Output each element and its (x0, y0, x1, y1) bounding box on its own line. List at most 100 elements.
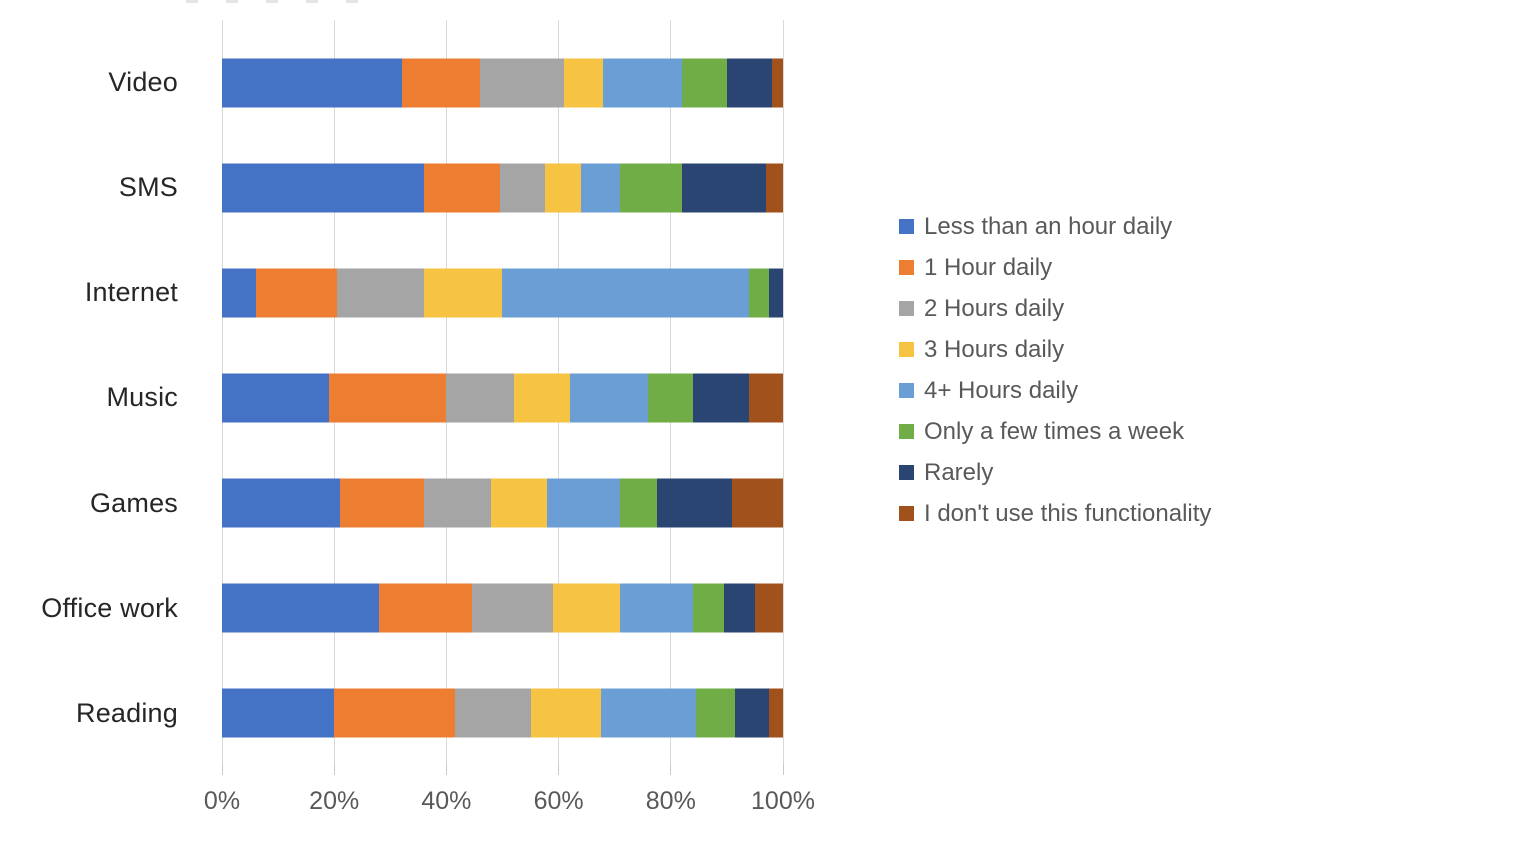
bar-row-reading (222, 661, 783, 766)
legend-label: Only a few times a week (924, 417, 1185, 445)
legend-item: 4+ Hours daily (899, 370, 1211, 411)
bar-segment (471, 583, 553, 633)
bar-segment (222, 688, 335, 738)
bar-segment (564, 58, 604, 108)
legend-label: 4+ Hours daily (924, 376, 1079, 404)
bar-segment (771, 58, 783, 108)
bar-segment (735, 688, 769, 738)
x-axis-labels: 0% 20% 40% 60% 80% 100% (204, 787, 815, 819)
legend-label: 2 Hours daily (924, 294, 1065, 322)
bar-segment (656, 478, 733, 528)
legend-item: 3 Hours daily (899, 329, 1211, 370)
axis-tick-40 (445, 763, 447, 775)
x-axis-label-0: 0% (203, 787, 241, 815)
stacked-bar-video (222, 58, 783, 108)
category-label-sms: SMS (118, 172, 178, 203)
bar-segment (581, 163, 621, 213)
bar-row-internet (222, 240, 783, 345)
legend-swatch-icon (899, 260, 914, 275)
bar-segment (530, 688, 601, 738)
bar-segment (222, 268, 256, 318)
bar-segment (491, 478, 548, 528)
cropped-text-artifact (186, 0, 380, 3)
stacked-bar-internet (222, 268, 783, 318)
bar-segment (379, 583, 472, 633)
x-axis-label-20: 20% (309, 787, 360, 815)
bar-segment (693, 583, 725, 633)
legend-swatch-icon (899, 301, 914, 316)
bar-segment (222, 163, 424, 213)
category-label-reading: Reading (76, 697, 178, 728)
bar-segment (499, 163, 545, 213)
x-axis-label-80: 80% (645, 787, 696, 815)
bar-segment (749, 268, 769, 318)
legend-label: 3 Hours daily (924, 335, 1065, 363)
bar-segment (454, 688, 531, 738)
legend-label: Less than an hour daily (924, 212, 1173, 240)
category-label-office-work: Office work (41, 592, 178, 623)
bar-segment (620, 583, 694, 633)
legend-label: 1 Hour daily (924, 253, 1053, 281)
legend-item: I don't use this functionality (899, 493, 1211, 534)
axis-tick-80 (670, 763, 672, 775)
category-axis: Video SMS Internet Music Games Office work Rea… (0, 30, 178, 766)
bar-segment (648, 373, 694, 423)
bar-segment (334, 688, 455, 738)
bar-row-office-work (222, 556, 783, 661)
legend-item: Only a few times a week (899, 411, 1211, 452)
bar-segment (222, 58, 402, 108)
bar-segment (552, 583, 621, 633)
bars-container (222, 30, 783, 766)
bar-segment (513, 373, 570, 423)
legend-label: I don't use this functionality (924, 499, 1212, 527)
category-label-video: Video (108, 67, 178, 98)
bar-segment (603, 58, 682, 108)
bar-segment (749, 373, 783, 423)
bar-segment (732, 478, 783, 528)
bar-segment (255, 268, 337, 318)
gridline-100 (782, 20, 784, 763)
axis-tick-60 (558, 763, 560, 775)
axis-tick-20 (333, 763, 335, 775)
bar-segment (768, 688, 783, 738)
bar-segment (401, 58, 481, 108)
stacked-bar-music (222, 373, 783, 423)
legend-item: Less than an hour daily (899, 206, 1211, 247)
legend: Less than an hour daily 1 Hour daily 2 Hou… (899, 206, 1211, 534)
legend-label: Rarely (924, 458, 994, 486)
bar-segment (222, 373, 329, 423)
legend-swatch-icon (899, 383, 914, 398)
legend-item: 2 Hours daily (899, 288, 1211, 329)
category-label-music: Music (106, 382, 178, 413)
bar-segment (726, 58, 772, 108)
category-label-games: Games (89, 487, 178, 518)
bar-segment (328, 373, 447, 423)
bar-segment (766, 163, 783, 213)
bar-segment (480, 58, 565, 108)
legend-swatch-icon (899, 465, 914, 480)
axis-tick-0 (221, 763, 223, 775)
bar-segment (724, 583, 755, 633)
bar-segment (693, 373, 750, 423)
bar-row-video (222, 30, 783, 135)
stacked-bar-office-work (222, 583, 783, 633)
bar-segment (423, 268, 503, 318)
x-axis-label-100: 100% (751, 787, 815, 815)
bar-segment (544, 163, 582, 213)
legend-swatch-icon (899, 219, 914, 234)
bar-row-sms (222, 135, 783, 240)
bar-segment (696, 688, 736, 738)
legend-swatch-icon (899, 342, 914, 357)
stacked-bar-games (222, 478, 783, 528)
x-axis-label-40: 40% (421, 787, 472, 815)
bar-segment (222, 583, 380, 633)
bar-segment (423, 478, 492, 528)
axis-tick-100 (782, 763, 784, 775)
bar-segment (222, 478, 340, 528)
bar-segment (446, 373, 514, 423)
bar-segment (681, 58, 727, 108)
bar-segment (337, 268, 424, 318)
bar-segment (754, 583, 783, 633)
bar-row-music (222, 345, 783, 450)
bar-segment (547, 478, 621, 528)
